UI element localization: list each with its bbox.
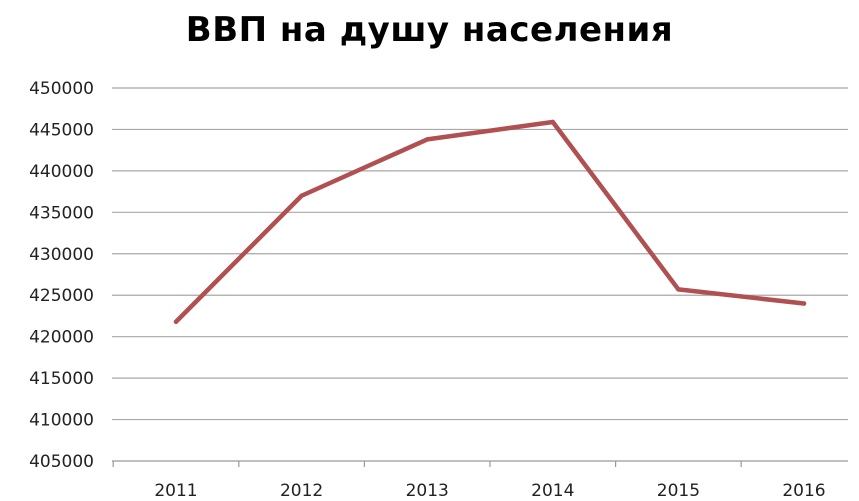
y-tick-label: 410000	[29, 411, 94, 431]
x-tick-label: 2013	[406, 481, 449, 501]
x-tick-label: 2015	[657, 481, 700, 501]
data-point	[676, 287, 681, 292]
x-tick-label: 2016	[782, 481, 825, 501]
data-point	[299, 193, 304, 198]
chart-title: ВВП на душу населения	[185, 10, 674, 50]
x-tick-label: 2012	[280, 481, 323, 501]
series-line	[173, 119, 807, 324]
data-point	[801, 301, 807, 306]
data-point	[550, 119, 555, 125]
data-point	[173, 319, 179, 324]
y-tick-label: 450000	[29, 79, 94, 99]
y-tick-label: 435000	[29, 203, 94, 223]
y-tick-label: 420000	[29, 328, 94, 348]
y-tick-label: 440000	[29, 162, 94, 182]
x-tick-label: 2014	[531, 481, 574, 501]
data-point	[425, 137, 430, 142]
y-tick-label: 405000	[29, 452, 94, 472]
x-tick-label: 2011	[154, 481, 197, 501]
y-tick-label: 415000	[29, 369, 94, 389]
y-tick-label: 425000	[29, 286, 94, 306]
y-tick-label: 445000	[29, 120, 94, 140]
y-tick-label: 430000	[29, 245, 94, 265]
